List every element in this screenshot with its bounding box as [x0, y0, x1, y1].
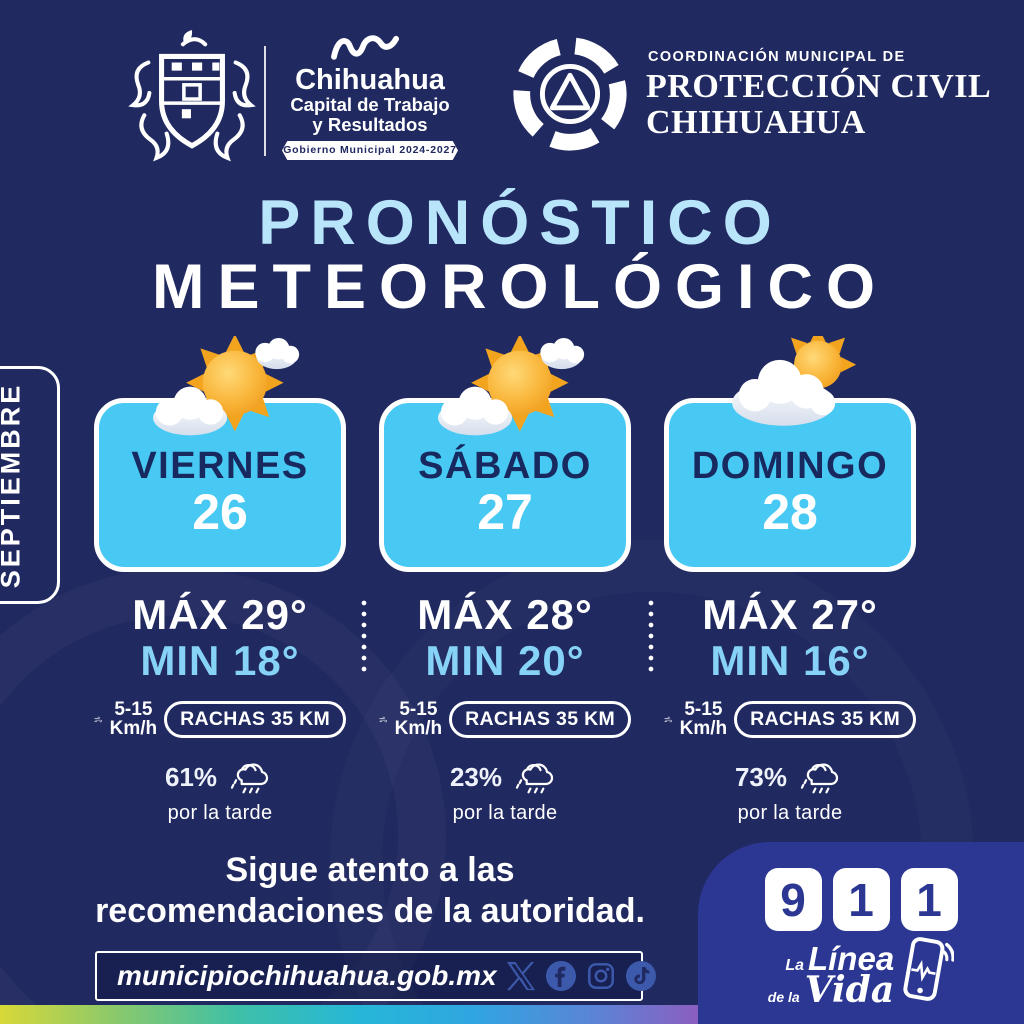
day-name: DOMINGO [691, 445, 889, 487]
day-date: 26 [192, 484, 248, 540]
lv-word-dela: de la [767, 988, 800, 1005]
forecast-column-sabado: SÁBADO 27 MÁX 28° MIN 20° 5-15 Km/h RACH… [379, 336, 631, 838]
sun-with-clouds-icon [438, 336, 585, 436]
column-divider-dotted [361, 598, 367, 676]
wind-icon [664, 716, 672, 723]
digit-tile: 9 [764, 868, 822, 931]
min-temperature: MIN 16° [710, 637, 870, 685]
advisory-line2: recomendaciones de la autoridad. [95, 891, 645, 930]
instagram-icon [587, 963, 614, 989]
wind-unit: Km/h [394, 717, 443, 739]
rain-probability: 61% [164, 762, 218, 792]
rain-probability: 23% [449, 762, 503, 792]
advisory-line1: Sigue atento a las [225, 851, 515, 889]
chihuahua-coat-of-arms-icon [128, 30, 256, 162]
civil-protection-emblem-icon [513, 37, 627, 151]
linea-de-la-vida-text: La Línea de la Vida [767, 939, 895, 1011]
wind-speed: 5-15 Km/h [394, 699, 443, 739]
day-name: VIERNES [131, 445, 309, 487]
brand-tagline-1: Capital de Trabajo [290, 94, 450, 115]
max-temperature: MÁX 28° [417, 591, 593, 638]
emergency-number: 9 1 1 [698, 868, 1024, 931]
digit-tile: 1 [832, 868, 890, 931]
wind-range: 5-15 [399, 699, 438, 720]
month-tab: SEPTIEMBRE [0, 366, 60, 604]
wind-range: 5-15 [684, 699, 723, 720]
rain-time-label: por la tarde [737, 802, 843, 824]
rain-row: 23% [379, 756, 631, 799]
civil-protection-title: COORDINACIÓN MUNICIPAL DE PROTECCIÓN CIV… [646, 50, 991, 141]
forecast-column-domingo: DOMINGO 28 MÁX 27° MIN 16° 5-15 Km/h RAC… [664, 336, 916, 838]
wind-speed: 5-15 Km/h [109, 699, 158, 739]
wind-row: 5-15 Km/h RACHAS 35 KM [94, 699, 346, 739]
gusts-badge: RACHAS 35 KM [164, 701, 346, 739]
wind-row: 5-15 Km/h RACHAS 35 KM [664, 699, 916, 739]
emergency-911-panel: 9 1 1 La Línea de la Vida [698, 842, 1024, 1024]
rain-probability: 73% [734, 762, 788, 792]
rain-row: 73% [664, 756, 916, 799]
temperatures: MÁX 29° MIN 18° [94, 591, 346, 685]
social-icons [506, 960, 657, 992]
brand-tagline-2: y Resultados [312, 113, 428, 135]
rain-time-label: por la tarde [167, 802, 273, 824]
ringing-phone-icon [903, 937, 955, 1001]
temperatures: MÁX 27° MIN 16° [664, 591, 916, 685]
advisory-text: Sigue atento a las recomendaciones de la… [46, 850, 694, 932]
brand-name: Chihuahua [295, 64, 445, 96]
x-icon [506, 961, 535, 991]
civil-protection-line2: CHIHUAHUA [646, 103, 866, 141]
lv-word-la: La [785, 956, 804, 974]
max-temperature: MÁX 27° [702, 591, 878, 638]
rain-cloud-icon [800, 763, 839, 794]
rain-cloud-icon [515, 763, 554, 794]
wind-unit: Km/h [109, 717, 158, 739]
sun-with-clouds-icon [153, 336, 300, 436]
min-temperature: MIN 20° [425, 637, 585, 685]
max-temperature: MÁX 29° [132, 591, 308, 638]
wind-row: 5-15 Km/h RACHAS 35 KM [379, 699, 631, 739]
city-logo-wave-icon [331, 35, 400, 60]
wind-unit: Km/h [679, 717, 728, 739]
day-date: 28 [762, 484, 818, 540]
temperatures: MÁX 28° MIN 20° [379, 591, 631, 685]
tiktok-icon [625, 961, 656, 991]
gusts-badge: RACHAS 35 KM [734, 701, 916, 739]
day-card: SÁBADO 27 [379, 398, 631, 572]
wind-range: 5-15 [114, 699, 153, 720]
rain-time-label: por la tarde [452, 802, 558, 824]
website-bar: municipiochihuahua.gob.mx [95, 951, 656, 1001]
header-divider [264, 46, 266, 156]
lv-word-linea: Línea [807, 939, 895, 977]
forecast-column-viernes: VIERNES 26 MÁX 29° MIN 18° 5-15 Km/h RAC… [94, 336, 346, 838]
government-banner: Gobierno Municipal 2024-2027 [282, 140, 458, 160]
day-name: SÁBADO [418, 445, 592, 487]
cloud-with-sun-icon [732, 336, 857, 426]
civil-protection-line1: PROTECCIÓN CIVIL [646, 67, 992, 105]
wind-icon [94, 716, 102, 723]
website-url: municipiochihuahua.gob.mx [117, 960, 497, 991]
city-brand-lockup: Chihuahua Capital de Trabajo y Resultado… [280, 28, 460, 160]
gusts-badge: RACHAS 35 KM [449, 701, 631, 739]
day-card: DOMINGO 28 [664, 398, 916, 572]
wind-icon [379, 716, 387, 723]
min-temperature: MIN 18° [140, 637, 300, 685]
page-title-line1: PRONÓSTICO [258, 188, 782, 258]
wind-speed: 5-15 Km/h [679, 699, 728, 739]
linea-de-la-vida-lockup: La Línea de la Vida [698, 937, 1024, 1011]
digit-tile: 1 [900, 868, 958, 931]
page-title-line2: METEOROLÓGICO [152, 252, 888, 322]
day-date: 27 [477, 484, 533, 540]
civil-protection-kicker: COORDINACIÓN MUNICIPAL DE [648, 49, 906, 65]
day-card: VIERNES 26 [94, 398, 346, 572]
facebook-icon [545, 961, 576, 991]
lv-word-vida: Vida [804, 968, 895, 1011]
rain-cloud-icon [230, 763, 269, 794]
column-divider-dotted [648, 598, 654, 676]
rain-row: 61% [94, 756, 346, 799]
month-label: SEPTIEMBRE [0, 382, 26, 588]
